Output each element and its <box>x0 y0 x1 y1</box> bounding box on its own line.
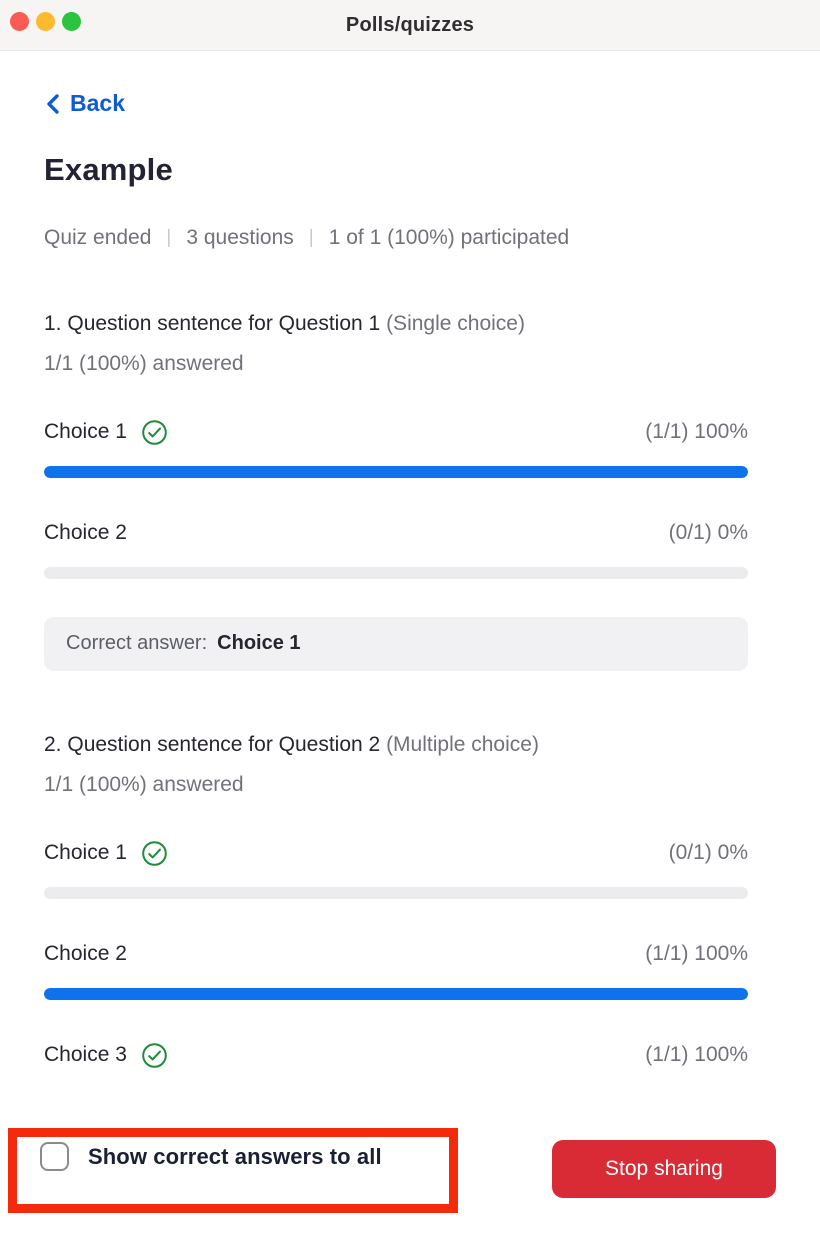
checkbox-label: Show correct answers to all <box>88 1143 382 1169</box>
question-block-2: 2. Question sentence for Question 2 (Mul… <box>44 731 748 1101</box>
correct-answer-box: Correct answer: Choice 1 <box>44 616 748 671</box>
choice-progress-bar <box>44 566 748 579</box>
choice-stat: (0/1) 0% <box>668 521 748 544</box>
checkbox-icon[interactable] <box>40 1142 69 1171</box>
choice-progress-bar <box>44 987 748 1000</box>
choice-row: Choice 2 (1/1) 100% <box>44 941 748 1000</box>
quiz-question-count: 3 questions <box>186 225 294 249</box>
correct-check-icon <box>141 840 168 867</box>
choice-label: Choice 3 <box>44 1043 127 1066</box>
back-label: Back <box>70 90 125 116</box>
window-titlebar: Polls/quizzes <box>0 0 820 51</box>
choice-label: Choice 1 <box>44 420 127 443</box>
quiz-meta: Quiz ended | 3 questions | 1 of 1 (100%)… <box>44 226 748 250</box>
question-answered-stat: 1/1 (100%) answered <box>44 351 244 375</box>
stop-sharing-button[interactable]: Stop sharing <box>552 1140 776 1198</box>
annotation-highlight <box>8 1128 458 1213</box>
question-block-1: 1. Question sentence for Question 1 (Sin… <box>44 310 748 671</box>
window-controls <box>10 12 81 31</box>
choice-progress-fill <box>44 987 748 1000</box>
question-text: Question sentence for Question 2 <box>67 732 381 756</box>
chevron-left-icon <box>44 93 61 115</box>
choice-progress-bar <box>44 465 748 478</box>
choice-row: Choice 1 (1/1) 100% <box>44 419 748 478</box>
choice-stat: (1/1) 100% <box>645 420 748 443</box>
choice-row: Choice 2 (0/1) 0% <box>44 520 748 579</box>
choice-label: Choice 2 <box>44 942 127 965</box>
window-title: Polls/quizzes <box>345 13 475 36</box>
choice-stat: (1/1) 100% <box>645 1043 748 1066</box>
page-title: Example <box>44 151 173 187</box>
close-window-icon[interactable] <box>10 12 29 31</box>
show-correct-answers-toggle[interactable]: Show correct answers to all <box>40 1142 382 1171</box>
correct-answer-value: Choice 1 <box>217 632 301 654</box>
meta-separator: | <box>166 226 172 248</box>
question-type: (Multiple choice) <box>386 732 539 756</box>
choice-progress-fill <box>44 465 748 478</box>
back-button[interactable]: Back <box>44 90 125 117</box>
question-number: 1. <box>44 311 62 335</box>
question-number: 2. <box>44 732 62 756</box>
question-title: 1. Question sentence for Question 1 (Sin… <box>44 310 748 338</box>
question-title: 2. Question sentence for Question 2 (Mul… <box>44 731 748 759</box>
minimize-window-icon[interactable] <box>36 12 55 31</box>
choice-row: Choice 1 (0/1) 0% <box>44 840 748 899</box>
choice-stat: (1/1) 100% <box>645 942 748 965</box>
choice-stat: (0/1) 0% <box>668 841 748 864</box>
question-text: Question sentence for Question 1 <box>67 311 381 335</box>
quiz-results-panel: Back Example Quiz ended | 3 questions | … <box>0 51 820 1101</box>
question-type: (Single choice) <box>386 311 525 335</box>
zoom-window-icon[interactable] <box>62 12 81 31</box>
quiz-participation: 1 of 1 (100%) participated <box>328 225 570 249</box>
meta-separator: | <box>308 226 314 248</box>
correct-answer-label: Correct answer: <box>66 632 208 654</box>
question-answered-stat: 1/1 (100%) answered <box>44 772 244 796</box>
panel-footer: Show correct answers to all Stop sharing <box>0 1085 820 1239</box>
quiz-status: Quiz ended <box>44 225 152 249</box>
correct-check-icon <box>141 1042 168 1069</box>
correct-check-icon <box>141 419 168 446</box>
choice-label: Choice 2 <box>44 521 127 544</box>
choice-progress-bar <box>44 886 748 899</box>
choice-label: Choice 1 <box>44 841 127 864</box>
